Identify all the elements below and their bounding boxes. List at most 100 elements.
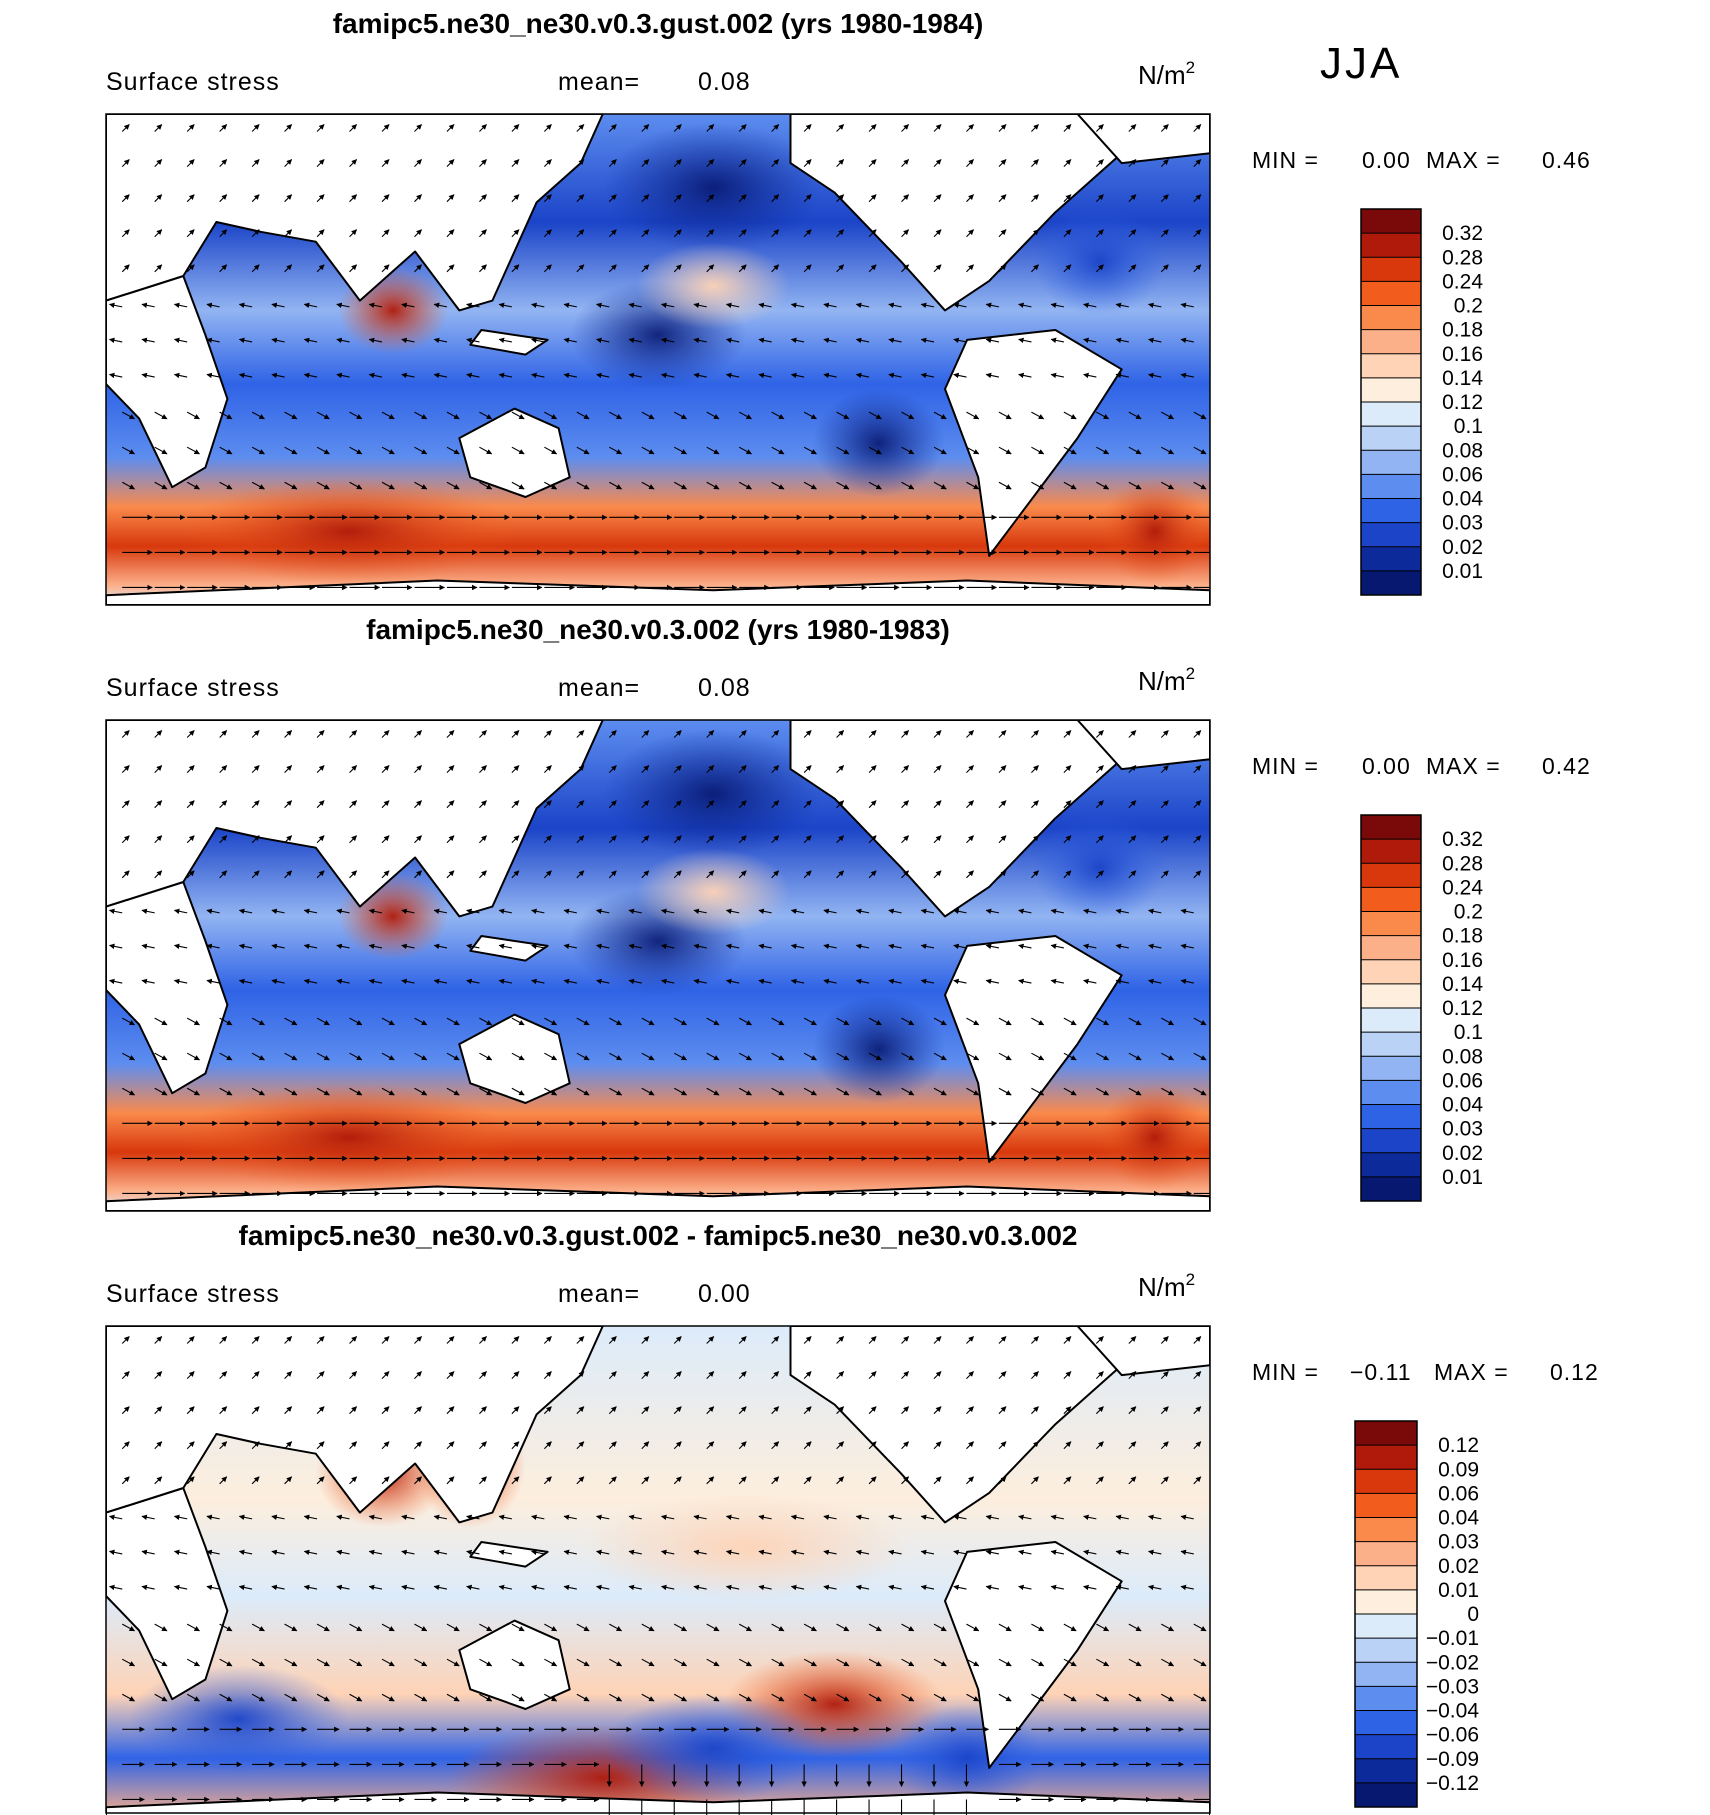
stress-vector <box>576 446 590 455</box>
stress-vector <box>1031 1017 1045 1026</box>
stress-vector <box>706 264 715 273</box>
stress-vector <box>251 1441 260 1450</box>
stress-vector <box>219 1017 233 1026</box>
landmass <box>458 1619 571 1710</box>
stress-vector <box>511 159 520 167</box>
stress-vector <box>738 1441 747 1450</box>
stress-vector <box>738 800 747 809</box>
stress-vector <box>998 1336 1007 1344</box>
stress-vector <box>479 1371 487 1379</box>
stress-vector <box>641 730 650 738</box>
stress-vector <box>154 1017 168 1026</box>
stress-vector <box>121 765 130 773</box>
stress-vector <box>186 730 195 738</box>
stress-vector <box>576 481 590 490</box>
stress-vector <box>349 765 357 773</box>
colorbar-tick-label: 0.32 <box>1442 222 1483 245</box>
stress-vector <box>888 978 902 985</box>
stress-vector <box>154 800 163 809</box>
stress-vector <box>1095 730 1104 738</box>
stress-vector <box>1018 943 1032 950</box>
stress-vector <box>706 411 720 420</box>
stress-vector <box>511 730 520 738</box>
stress-vector <box>186 446 200 455</box>
stress-vector <box>108 978 123 985</box>
colorbar-swatch <box>1355 1541 1417 1567</box>
stress-vector <box>1063 446 1077 455</box>
stress-vector <box>1031 194 1039 203</box>
stress-vector <box>771 1052 785 1061</box>
stress-vector <box>641 124 650 132</box>
stress-vector <box>1115 302 1129 308</box>
landmass <box>458 1013 571 1104</box>
stress-vector <box>466 337 480 344</box>
stress-vector <box>511 1087 525 1096</box>
stress-vector <box>1063 1087 1077 1096</box>
stress-vector <box>725 908 740 914</box>
stress-vector <box>511 1336 520 1344</box>
stress-vector <box>641 481 655 490</box>
stress-vector <box>381 1441 390 1450</box>
stress-vector <box>868 481 882 490</box>
stress-vector <box>628 978 642 985</box>
stress-vector <box>433 943 448 950</box>
stress-vector <box>803 730 812 738</box>
colorbar-tick-label: 0.14 <box>1442 973 1483 996</box>
stress-vector <box>446 264 455 273</box>
stress-vector <box>1180 908 1194 914</box>
stress-vector <box>284 1336 293 1344</box>
stress-vector <box>284 411 298 420</box>
stress-vector <box>563 908 577 914</box>
stress-vector <box>219 800 228 809</box>
colorbar-swatch <box>1361 911 1421 937</box>
stress-vector <box>381 446 395 455</box>
stress-vector <box>284 1371 293 1379</box>
stress-vector <box>576 870 585 879</box>
stress-vector <box>706 765 715 773</box>
colorbar-tick-label: 0.06 <box>1442 1069 1483 1092</box>
stress-vector <box>543 1336 552 1344</box>
stress-vector <box>1193 730 1202 738</box>
stress-vector <box>901 1017 915 1026</box>
colorbar-swatch <box>1361 329 1421 355</box>
stress-vector <box>511 765 520 773</box>
stress-vector <box>596 337 610 344</box>
stress-vector <box>511 194 520 203</box>
stress-vector <box>543 730 552 738</box>
stress-vector <box>381 870 390 879</box>
stress-vector <box>368 372 383 379</box>
stress-vector <box>336 337 350 344</box>
stress-vector <box>933 1336 942 1344</box>
mean-label: mean= <box>558 1280 640 1308</box>
stress-vector <box>790 372 805 379</box>
unit-text: N/m <box>1138 1272 1186 1302</box>
stress-vector <box>206 372 220 379</box>
stress-vector <box>414 870 422 879</box>
stress-vector <box>933 835 942 844</box>
unit-text: N/m <box>1138 666 1186 696</box>
stress-vector <box>933 1371 942 1379</box>
stress-vector <box>349 194 357 203</box>
stress-vector <box>998 124 1007 132</box>
stress-vector <box>186 481 200 490</box>
colorbar-tick-label: 0.28 <box>1442 852 1483 875</box>
stress-vector <box>836 194 845 203</box>
stress-vector <box>1128 411 1142 420</box>
colorbar-swatch <box>1361 863 1421 888</box>
stress-vector <box>316 194 325 203</box>
colorbar-tick-label: 0.01 <box>1438 1579 1479 1602</box>
stress-vector <box>609 446 623 455</box>
stress-vector <box>1063 870 1072 879</box>
stress-vector <box>641 159 650 167</box>
stress-vector <box>316 481 330 490</box>
stress-vector <box>1128 800 1137 809</box>
stress-vector <box>498 337 512 344</box>
stress-vector <box>381 229 390 238</box>
stress-vector <box>836 1336 845 1344</box>
stress-vector <box>446 411 460 420</box>
stress-vector <box>576 264 585 273</box>
stress-vector <box>901 194 909 203</box>
stress-vector <box>1160 870 1169 879</box>
stress-vector <box>771 1017 785 1026</box>
stress-vector <box>154 159 163 167</box>
